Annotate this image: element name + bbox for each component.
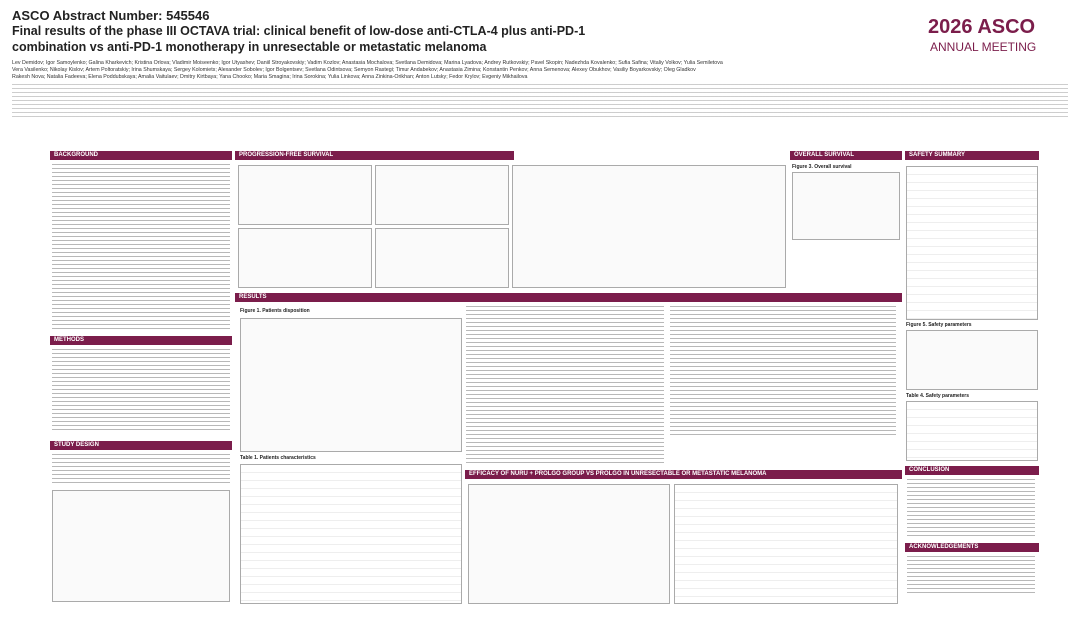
section-header: PROGRESSION-FREE SURVIVAL — [235, 151, 514, 160]
text-block — [907, 556, 1035, 596]
logo: 2026 ASCO — [928, 16, 1035, 39]
section-header: BACKGROUND — [50, 151, 232, 160]
table-placeholder — [674, 484, 898, 604]
forest-plot-placeholder — [512, 165, 786, 288]
figure-placeholder — [238, 165, 372, 225]
caption: Figure 5. Safety parameters — [906, 322, 972, 328]
section-header: OVERALL SURVIVAL — [790, 151, 902, 160]
text-block — [670, 306, 896, 438]
logo-year: 2026 — [928, 16, 973, 38]
text-block — [52, 454, 230, 484]
text-block — [466, 306, 664, 466]
section-header: EFFICACY OF NURU + PROLGO GROUP VS PROLG… — [465, 470, 902, 479]
figure-placeholder — [375, 165, 509, 225]
figure-placeholder — [906, 330, 1038, 390]
figure-placeholder — [238, 228, 372, 288]
text-block — [52, 164, 230, 330]
section-header: RESULTS — [235, 293, 902, 302]
text-block — [52, 349, 230, 433]
affiliations — [12, 84, 1068, 120]
section-header: ACKNOWLEDGEMENTS — [905, 543, 1039, 552]
table-placeholder — [906, 401, 1038, 461]
logo-brand: ASCO — [977, 16, 1036, 38]
section-header: METHODS — [50, 336, 232, 345]
caption: Table 1. Patients characteristics — [240, 455, 316, 461]
title-line: combination vs anti-PD-1 monotherapy in … — [12, 40, 487, 54]
text-block — [907, 479, 1035, 537]
logo-subtitle: ANNUAL MEETING — [930, 40, 1037, 54]
table-placeholder — [906, 166, 1038, 320]
figure-placeholder — [375, 228, 509, 288]
authors: Lev Demidov; Igor Samoylenko; Galina Kha… — [12, 60, 723, 66]
section-header: CONCLUSION — [905, 466, 1039, 475]
title-line: Final results of the phase III OCTAVA tr… — [12, 24, 586, 38]
caption: Figure 1. Patients disposition — [240, 308, 310, 314]
authors: Vera Vasilenko; Nikolay Kislov; Artem Po… — [12, 67, 696, 73]
caption: Table 4. Safety parameters — [906, 393, 969, 399]
authors: Rakesh Nova; Natalia Fadeeva; Elena Podd… — [12, 74, 528, 80]
flowchart-placeholder — [240, 318, 462, 452]
section-header: STUDY DESIGN — [50, 441, 232, 450]
figure-placeholder — [792, 172, 900, 240]
caption: Figure 3. Overall survival — [792, 164, 852, 170]
figure-placeholder — [468, 484, 670, 604]
section-header: SAFETY SUMMARY — [905, 151, 1039, 160]
abstract-number: ASCO Abstract Number: 545546 — [12, 8, 210, 23]
table-placeholder — [240, 464, 462, 604]
study-design-diagram — [52, 490, 230, 602]
